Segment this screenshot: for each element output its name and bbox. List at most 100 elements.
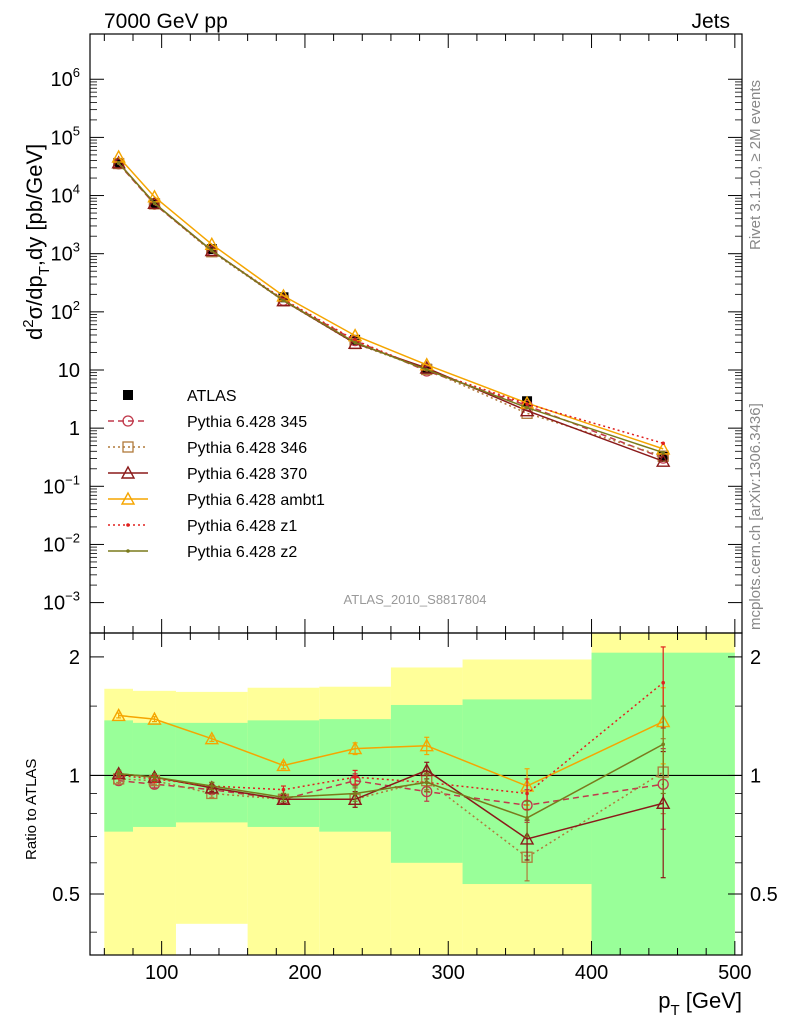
legend-marker-z2: [126, 549, 130, 553]
main-ytick-label-0: 10−3: [43, 589, 80, 615]
ratio-point-z2-7: [661, 742, 665, 747]
ratio-xtick-label-2: 300: [432, 962, 465, 984]
main-point-p370-2: [204, 243, 219, 257]
ratio-point-z2-5: [424, 780, 429, 785]
main-ytick-base-7: 10: [51, 186, 73, 208]
ratio-line-z2: [118, 743, 664, 819]
legend-label-ambt1: Pythia 6.428 ambt1: [187, 492, 325, 509]
main-point-z2-6: [525, 405, 529, 410]
main-ytick-base-2: 10: [43, 476, 65, 498]
main-series-z2: [116, 161, 665, 455]
main-ytick-label-6: 103: [51, 240, 80, 266]
ratio-line-z1: [118, 682, 664, 795]
header-right: Jets: [691, 10, 730, 33]
main-ytick-label-8: 105: [51, 123, 80, 149]
ratio-point-z1-7: [661, 680, 665, 685]
main-ytick-base-0: 10: [43, 593, 65, 615]
main-point-z2-0: [116, 161, 121, 165]
ratio-ytick-label-2: 2: [69, 647, 80, 669]
main-ytick-exp-8: 5: [73, 123, 80, 138]
main-point-atlas-3: [278, 292, 289, 303]
main-ytick-base-3: 1: [69, 418, 80, 440]
main-ytick-label-2: 10−1: [43, 472, 80, 498]
ratio-point-z1-6: [525, 791, 529, 796]
legend-marker-z1: [126, 523, 130, 527]
legend-label-p346: Pythia 6.428 346: [187, 440, 307, 457]
main-point-p370-4: [347, 335, 363, 349]
legend-label-p345: Pythia 6.428 345: [187, 414, 307, 431]
main-plot-series: [111, 149, 671, 467]
ratio-ytick-label-right-1: 1: [750, 765, 761, 787]
ratio-point-ambt1-3: [276, 758, 291, 772]
side-label-top: Rivet 3.1.10, ≥ 2M events: [747, 80, 764, 250]
ratio-series-z2: [116, 705, 666, 838]
main-point-z2-7: [661, 450, 665, 455]
main-point-z2-4: [353, 340, 357, 345]
main-y-axis-label: d2σ/dpT,dy [pb/GeV]: [20, 144, 53, 340]
ratio-point-ambt1-1: [147, 711, 162, 725]
ratio-xtick-label-0: 100: [145, 962, 178, 984]
main-ytick-exp-6: 3: [73, 240, 80, 255]
legend-label-p370: Pythia 6.428 370: [187, 466, 307, 483]
watermark: ATLAS_2010_S8817804: [344, 592, 487, 607]
main-ytick-base-8: 10: [51, 127, 73, 149]
ratio-ytick-label-1: 1: [69, 765, 80, 787]
main-point-z1-6: [525, 402, 529, 406]
main-point-p346-2: [206, 246, 218, 258]
ratio-line-p346: [118, 771, 664, 859]
legend-marker-p345: [122, 415, 134, 427]
ratio-point-z2-0: [116, 771, 121, 776]
legend-label-z2: Pythia 6.428 z2: [187, 544, 297, 561]
main-point-z2-1: [152, 201, 157, 205]
main-point-z2-5: [424, 367, 429, 372]
legend-marker-p370: [120, 465, 136, 479]
legend: ATLAS Pythia 6.428 345 Pythia 6.428 346 Pyt…: [108, 388, 325, 561]
main-ytick-label-9: 106: [51, 65, 80, 91]
main-point-z2-2: [210, 248, 214, 253]
main-point-atlas-7: [658, 451, 669, 462]
main-point-p370-7: [656, 453, 671, 467]
main-line-p346: [118, 163, 664, 457]
main-ytick-exp-0: −3: [65, 589, 80, 604]
ratio-line-p345: [118, 779, 664, 807]
ratio-point-z2-4: [353, 791, 357, 796]
main-point-z2-3: [281, 298, 286, 303]
main-ytick-exp-9: 6: [73, 65, 80, 80]
ratio-xtick-label-3: 400: [575, 962, 608, 984]
main-line-z2: [118, 162, 664, 454]
ratio-point-ambt1-4: [347, 741, 363, 755]
ratio-xtick-label-4: 500: [718, 962, 751, 984]
ratio-point-p370-3: [276, 791, 291, 805]
main-point-p370-1: [147, 195, 162, 210]
ratio-x-axis-label: pT [GeV]: [658, 988, 742, 1019]
ratio-y-axis-label: Ratio to ATLAS: [23, 759, 40, 860]
main-ytick-label-7: 104: [51, 182, 80, 208]
main-ytick-exp-2: −1: [65, 472, 80, 487]
legend-label-z1: Pythia 6.428 z1: [187, 518, 297, 535]
main-line-ambt1: [118, 156, 664, 450]
main-ytick-base-5: 10: [51, 302, 73, 324]
legend-label-atlas: ATLAS: [187, 388, 237, 405]
main-point-p370-5: [419, 360, 434, 374]
main-ytick-base-6: 10: [51, 244, 73, 266]
ratio-point-z2-1: [152, 775, 157, 779]
ratio-point-p370-2: [204, 780, 219, 794]
band-inner-3: [247, 720, 320, 827]
legend-marker-atlas: [123, 390, 133, 400]
ratio-plot-series: [111, 646, 671, 882]
main-ytick-label-4: 10: [58, 360, 80, 382]
legend-marker-ambt1: [120, 491, 136, 505]
main-ytick-base-1: 10: [43, 534, 65, 556]
main-ytick-exp-5: 2: [73, 298, 80, 313]
ratio-point-z2-2: [210, 784, 214, 788]
ratio-point-p370-7: [656, 795, 671, 809]
main-ytick-base-9: 10: [51, 69, 73, 91]
ratio-point-z2-3: [281, 795, 286, 800]
ratio-ytick-label-right-0: 0.5: [750, 884, 778, 906]
ratio-point-ambt1-0: [111, 708, 126, 722]
ratio-ytick-label-0: 0.5: [52, 884, 80, 906]
main-ytick-label-3: 1: [69, 418, 80, 440]
main-ytick-exp-1: −2: [65, 530, 80, 545]
